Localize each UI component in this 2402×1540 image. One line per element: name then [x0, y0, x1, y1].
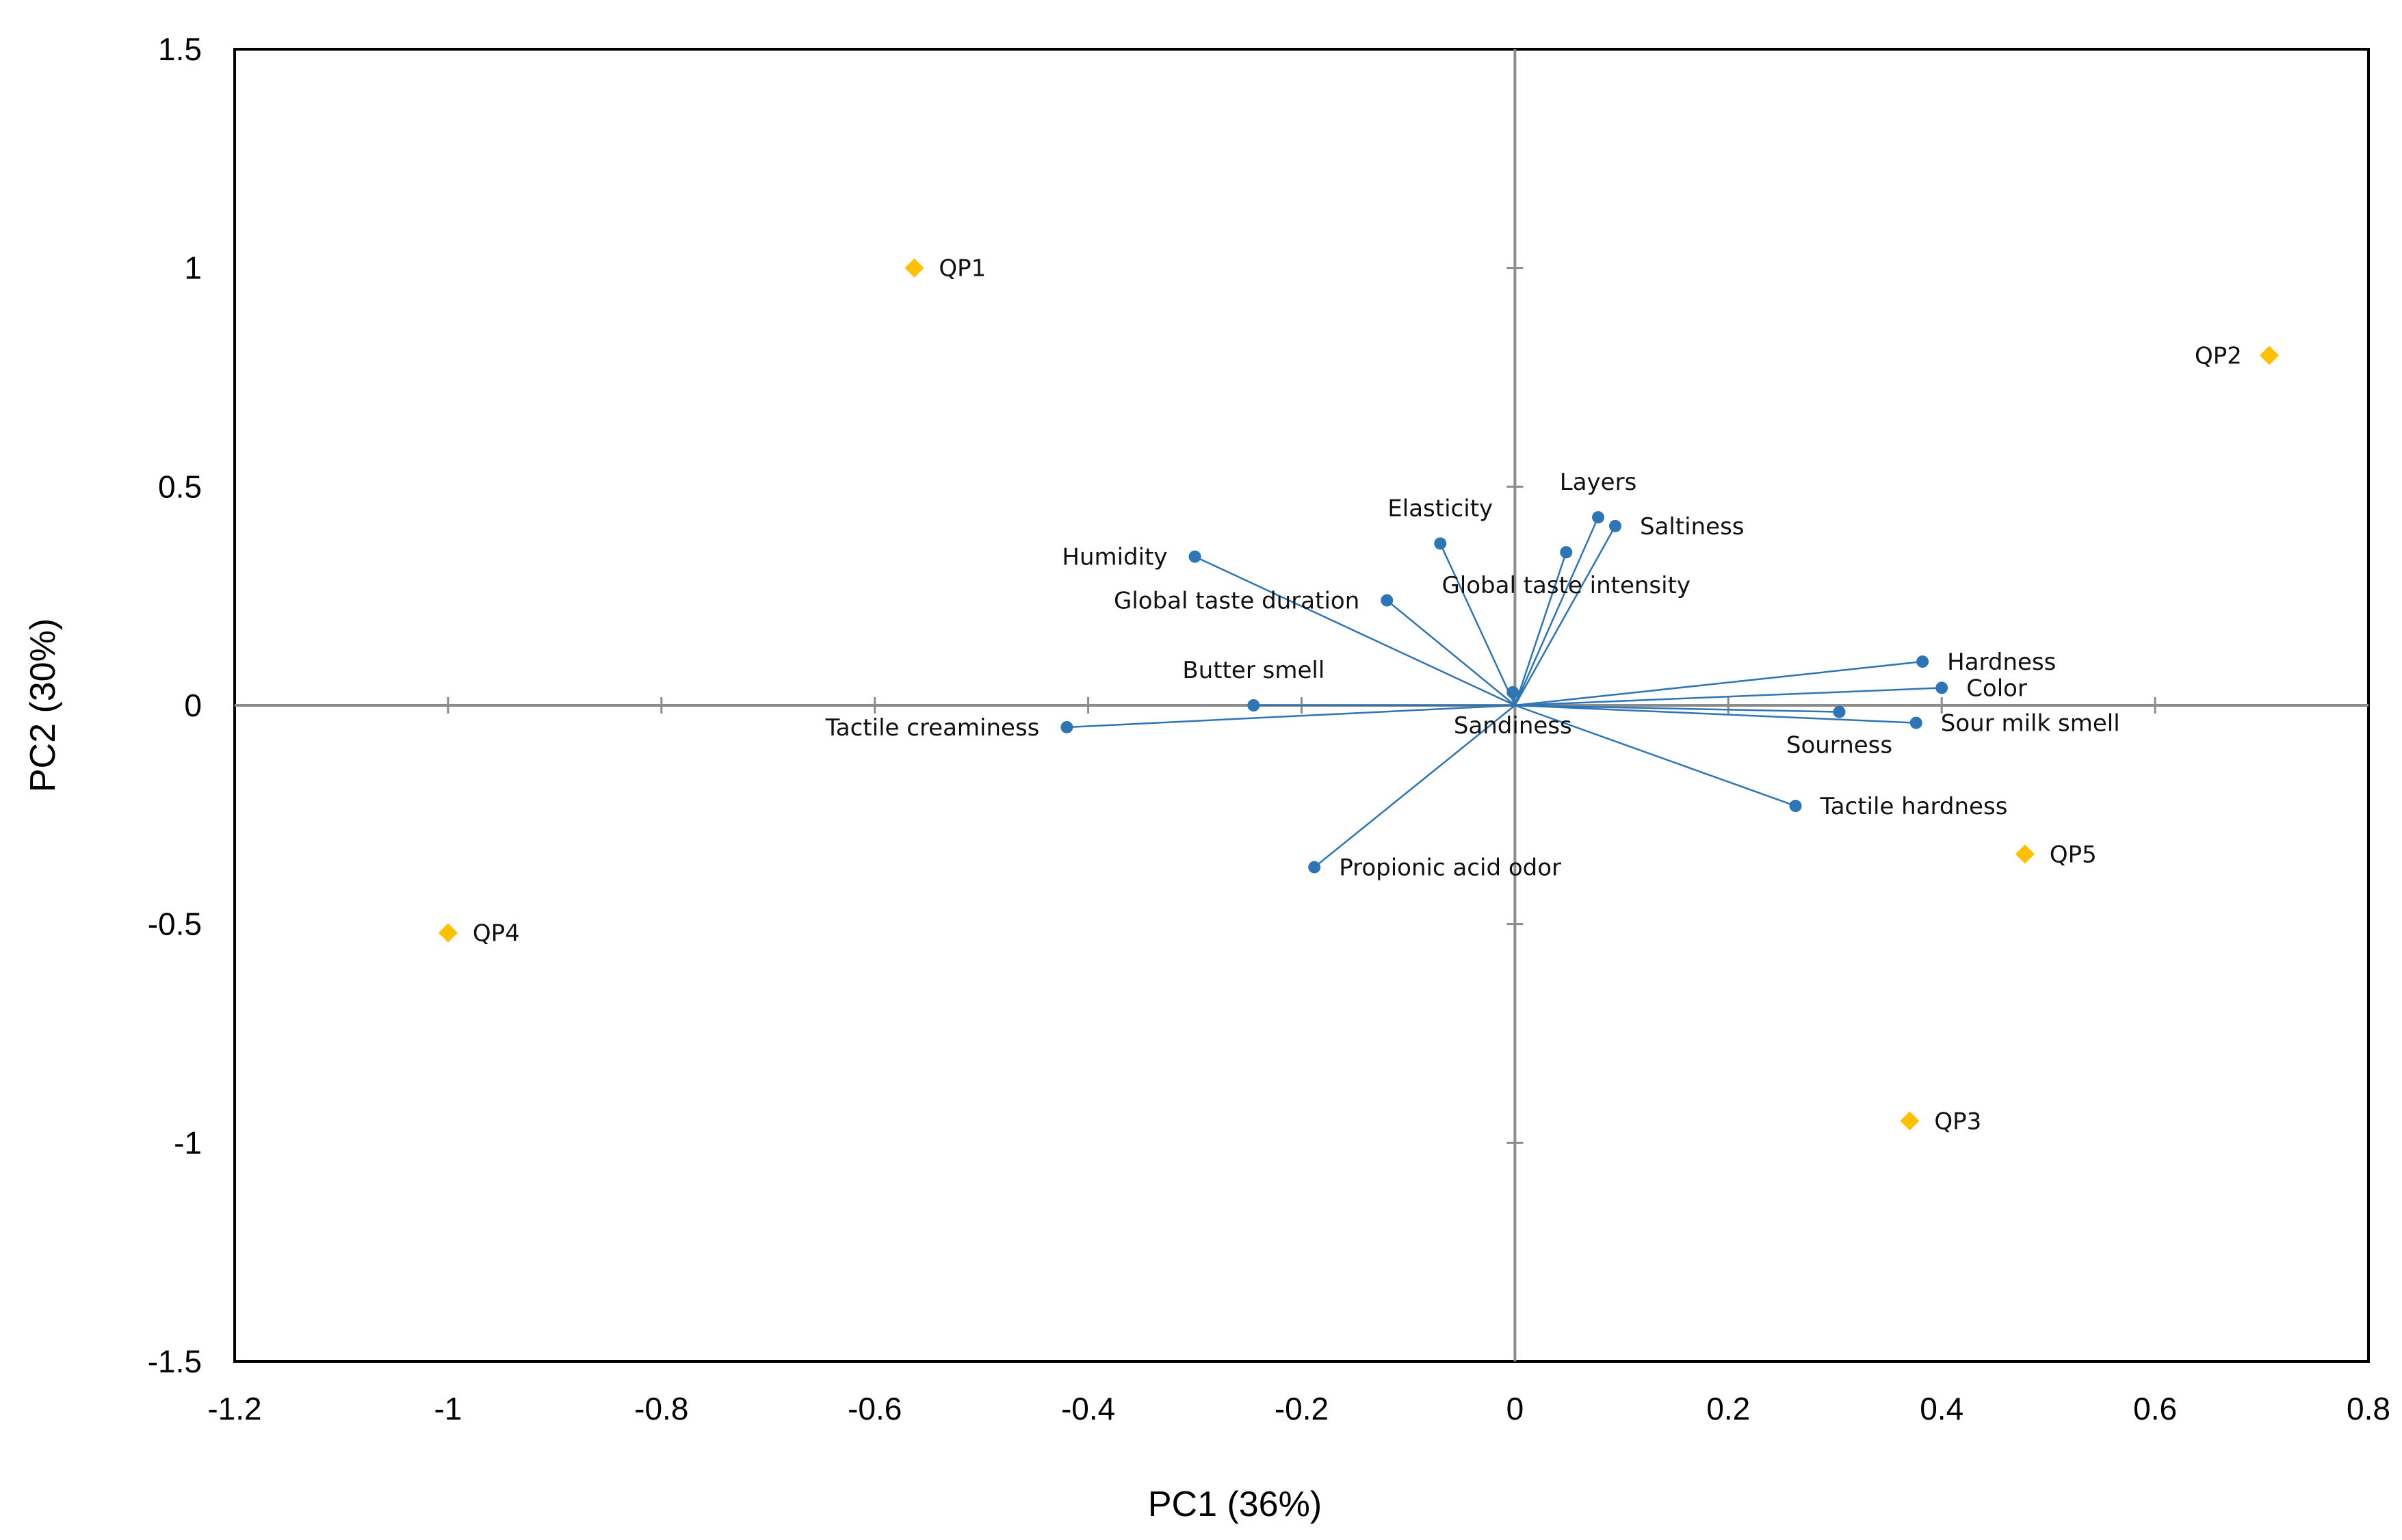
vector-layers: [1514, 517, 1600, 706]
point-global-taste-intensity: [1560, 546, 1573, 559]
label-qp1: QP1: [939, 255, 986, 283]
point-butter-smell: [1247, 699, 1260, 712]
vector-tactile-hardness: [1514, 704, 1796, 807]
y-tick-label: 0: [184, 688, 202, 723]
label-sandiness: Sandiness: [1454, 712, 1572, 740]
points-layer: [438, 258, 2279, 1131]
x-axis-title: PC1 (36%): [1148, 1485, 1322, 1524]
label-saltiness: Saltiness: [1640, 513, 1745, 540]
label-tactile-creaminess: Tactile creaminess: [825, 714, 1040, 742]
vector-sour-milk-smell: [1515, 704, 1916, 724]
y-tick-label: -0.5: [148, 906, 202, 942]
x-tick-label: -0.8: [634, 1391, 688, 1426]
x-tick-label: -0.6: [848, 1391, 902, 1426]
vector-sourness: [1515, 704, 1840, 713]
label-tactile-hardness: Tactile hardness: [1820, 793, 2008, 820]
point-qp4: [438, 923, 458, 943]
point-sour-milk-smell: [1909, 716, 1922, 729]
point-layers: [1592, 511, 1605, 524]
vector-saltiness: [1514, 525, 1617, 706]
label-hardness: Hardness: [1947, 649, 2056, 676]
label-qp4: QP4: [473, 919, 520, 947]
labels-layer: Layers Elasticity Saltiness Humidity Global …: [473, 255, 2242, 1136]
label-sourness: Sourness: [1786, 732, 1892, 759]
label-qp2: QP2: [2195, 343, 2242, 370]
label-qp5: QP5: [2050, 841, 2097, 868]
x-tick-label: -0.4: [1061, 1391, 1115, 1426]
vector-humidity: [1195, 556, 1515, 707]
vector-global-taste-duration: [1386, 599, 1516, 706]
x-tick-label: 0.6: [2133, 1391, 2177, 1426]
label-global-taste-intensity: Global taste intensity: [1441, 572, 1690, 599]
point-elasticity: [1434, 537, 1447, 550]
point-tactile-hardness: [1789, 800, 1802, 813]
label-humidity: Humidity: [1062, 544, 1167, 571]
point-tactile-creaminess: [1060, 720, 1073, 733]
x-tick-label: -1.2: [207, 1391, 261, 1426]
x-tick-label: 0: [1506, 1391, 1524, 1426]
loading-vectors-layer: [1067, 517, 1942, 868]
label-butter-smell: Butter smell: [1182, 657, 1324, 684]
point-qp3: [1900, 1111, 1920, 1131]
point-qp5: [2015, 844, 2035, 864]
label-layers: Layers: [1560, 469, 1637, 496]
x-tick-label: 0.2: [1706, 1391, 1750, 1426]
x-tick-label: 0.8: [2347, 1391, 2390, 1426]
label-global-taste-duration: Global taste duration: [1114, 588, 1359, 615]
label-color: Color: [1966, 675, 2027, 702]
x-tick-label: -1: [434, 1391, 462, 1426]
point-global-taste-duration: [1381, 594, 1394, 607]
point-sourness: [1833, 705, 1846, 718]
point-saltiness: [1608, 519, 1621, 532]
label-elasticity: Elasticity: [1387, 495, 1493, 522]
y-tick-label: 1: [184, 250, 202, 286]
vector-global-taste-intensity: [1514, 551, 1567, 706]
label-sour-milk-smell: Sour milk smell: [1941, 710, 2120, 738]
point-propionic-acid-odor: [1308, 861, 1321, 874]
point-humidity: [1188, 550, 1201, 563]
x-tick-label: 0.4: [1920, 1391, 1963, 1426]
y-tick-label: -1: [174, 1125, 202, 1160]
vector-color: [1515, 687, 1942, 707]
point-qp1: [904, 258, 924, 278]
x-tick-label: -0.2: [1275, 1391, 1329, 1426]
vector-elasticity: [1439, 543, 1516, 706]
label-qp3: QP3: [1934, 1108, 1981, 1135]
label-propionic-acid-odor: Propionic acid odor: [1339, 854, 1561, 882]
y-tick-label: 0.5: [158, 469, 202, 504]
vector-tactile-creaminess: [1067, 704, 1515, 729]
y-tick-label: -1.5: [148, 1344, 202, 1379]
point-color: [1935, 681, 1948, 694]
y-tick-label: 1.5: [158, 31, 202, 67]
vector-hardness: [1515, 660, 1923, 707]
point-qp2: [2259, 345, 2279, 365]
point-hardness: [1916, 655, 1929, 668]
point-sandiness: [1506, 686, 1519, 699]
vector-propionic-acid-odor: [1314, 705, 1516, 868]
y-axis-title: PC2 (30%): [23, 618, 63, 792]
